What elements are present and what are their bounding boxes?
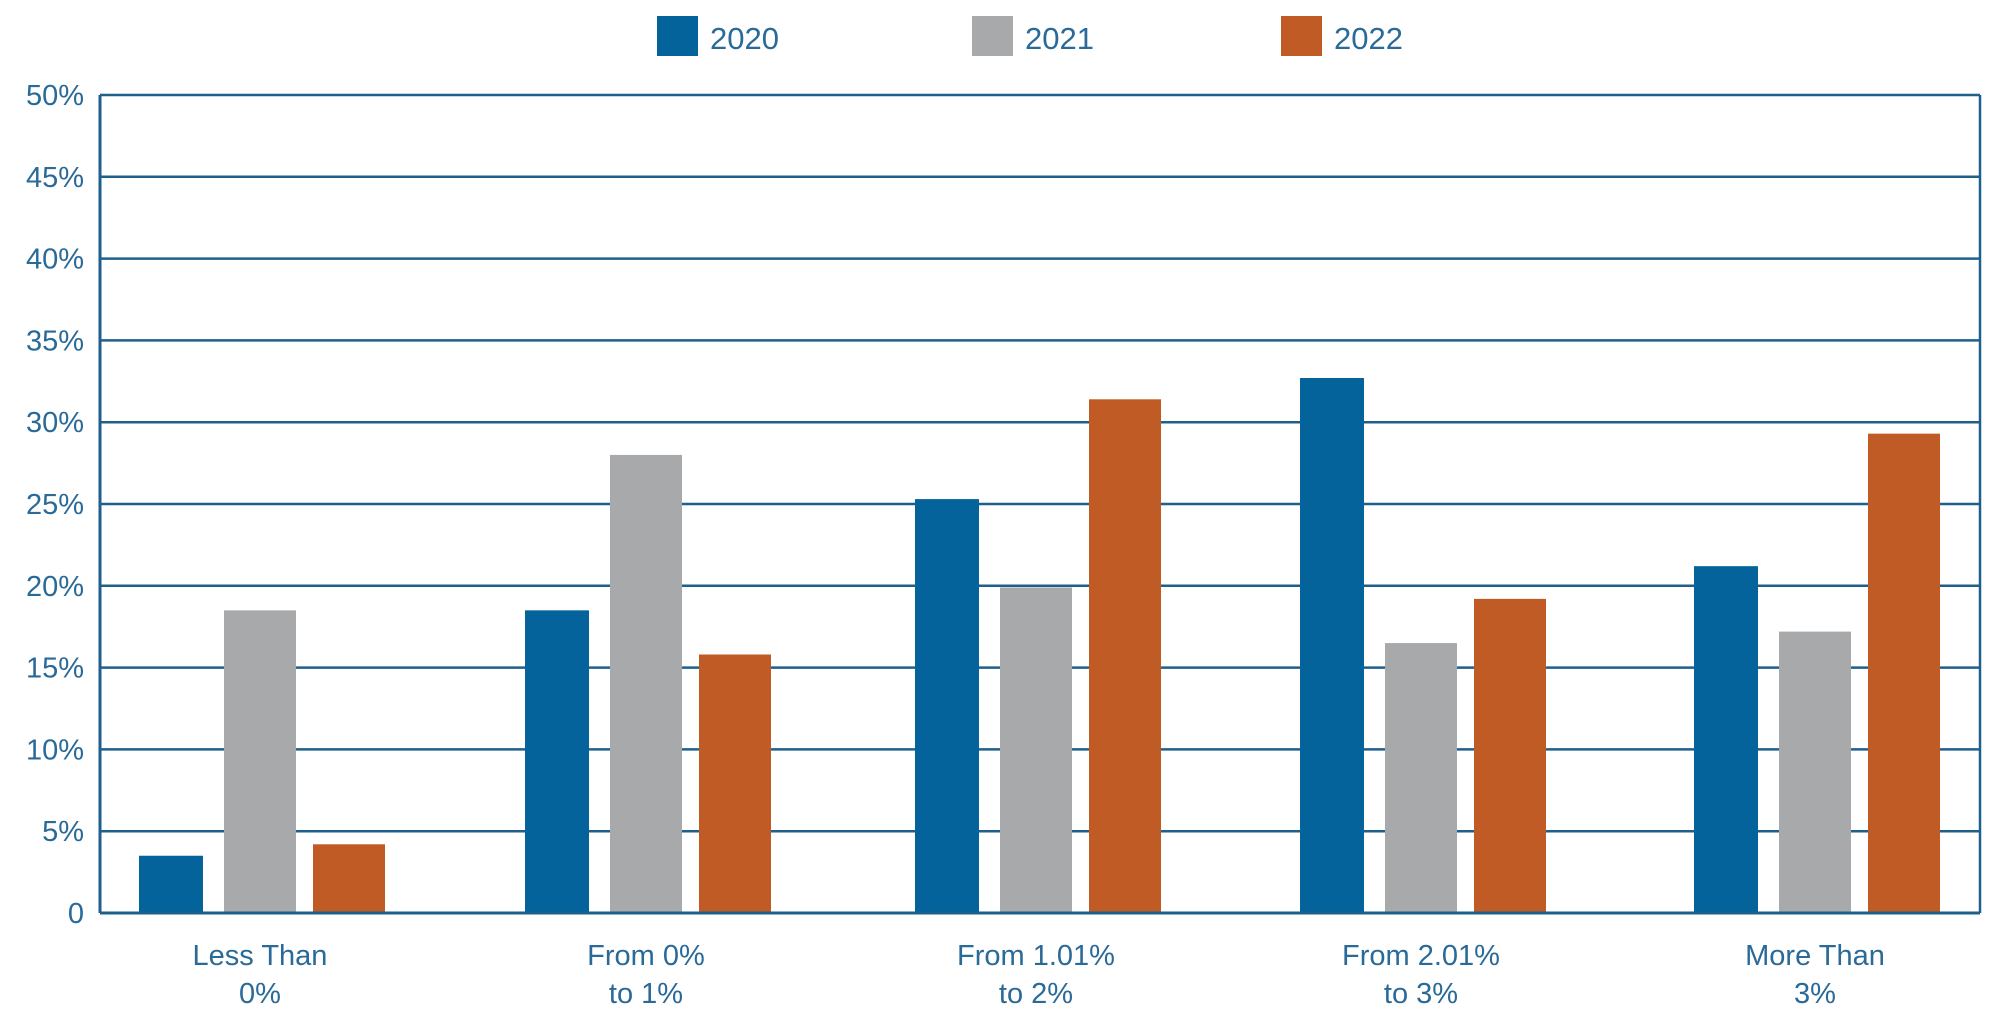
x-tick-label: Less Than bbox=[193, 940, 328, 972]
bar-2020-2 bbox=[915, 499, 979, 913]
bars bbox=[139, 378, 1940, 913]
x-axis-ticks: Less Than 0% From 0% to 1% From 1.01% to 2% Fr… bbox=[193, 940, 1885, 1010]
y-tick-label: 35% bbox=[26, 325, 84, 357]
x-tick-label: to 2% bbox=[999, 978, 1073, 1010]
y-tick-label: 40% bbox=[26, 244, 84, 276]
legend-swatch-2022 bbox=[1281, 16, 1322, 56]
legend-swatch-2021 bbox=[972, 16, 1013, 56]
y-tick-label: 45% bbox=[26, 162, 84, 194]
bar-2022-0 bbox=[313, 844, 385, 913]
y-tick-label: 25% bbox=[26, 489, 84, 521]
x-tick-label: From 2.01% bbox=[1342, 940, 1500, 972]
bar-2021-4 bbox=[1779, 631, 1851, 913]
x-tick-label: to 3% bbox=[1384, 978, 1458, 1010]
gridlines bbox=[100, 93, 1980, 915]
bar-2020-0 bbox=[139, 855, 203, 913]
bar-2021-2 bbox=[1000, 587, 1072, 913]
bar-2021-0 bbox=[224, 610, 296, 913]
y-axis-ticks: 0 5% 10% 15% 20% 25% 30% 35% 40% 45% 50% bbox=[26, 80, 84, 930]
bar-2020-3 bbox=[1300, 378, 1364, 913]
x-tick-label: 3% bbox=[1794, 978, 1836, 1010]
legend-label-2021: 2021 bbox=[1025, 21, 1094, 56]
x-tick-label: 0% bbox=[239, 978, 281, 1010]
legend-swatch-2020 bbox=[657, 16, 698, 56]
bar-2022-4 bbox=[1868, 433, 1940, 913]
legend: 2020 2021 2022 bbox=[657, 16, 1403, 56]
y-tick-label: 10% bbox=[26, 734, 84, 766]
y-tick-label: 0 bbox=[68, 898, 84, 930]
x-tick-label: to 1% bbox=[609, 978, 683, 1010]
bar-2020-4 bbox=[1694, 566, 1758, 913]
y-tick-label: 30% bbox=[26, 407, 84, 439]
bar-2022-1 bbox=[699, 654, 771, 913]
bar-2020-1 bbox=[525, 610, 589, 913]
bar-2021-3 bbox=[1385, 643, 1457, 913]
y-tick-label: 5% bbox=[42, 816, 84, 848]
plot-frame bbox=[98, 95, 1982, 915]
y-tick-label: 20% bbox=[26, 571, 84, 603]
x-tick-label: More Than bbox=[1745, 940, 1885, 972]
legend-label-2020: 2020 bbox=[710, 21, 779, 56]
bar-2022-2 bbox=[1089, 399, 1161, 913]
y-tick-label: 50% bbox=[26, 80, 84, 112]
x-tick-label: From 1.01% bbox=[957, 940, 1115, 972]
x-tick-label: From 0% bbox=[587, 940, 705, 972]
y-tick-label: 15% bbox=[26, 653, 84, 685]
bar-2022-3 bbox=[1474, 598, 1546, 913]
legend-label-2022: 2022 bbox=[1334, 21, 1403, 56]
bar-2021-1 bbox=[610, 454, 682, 913]
